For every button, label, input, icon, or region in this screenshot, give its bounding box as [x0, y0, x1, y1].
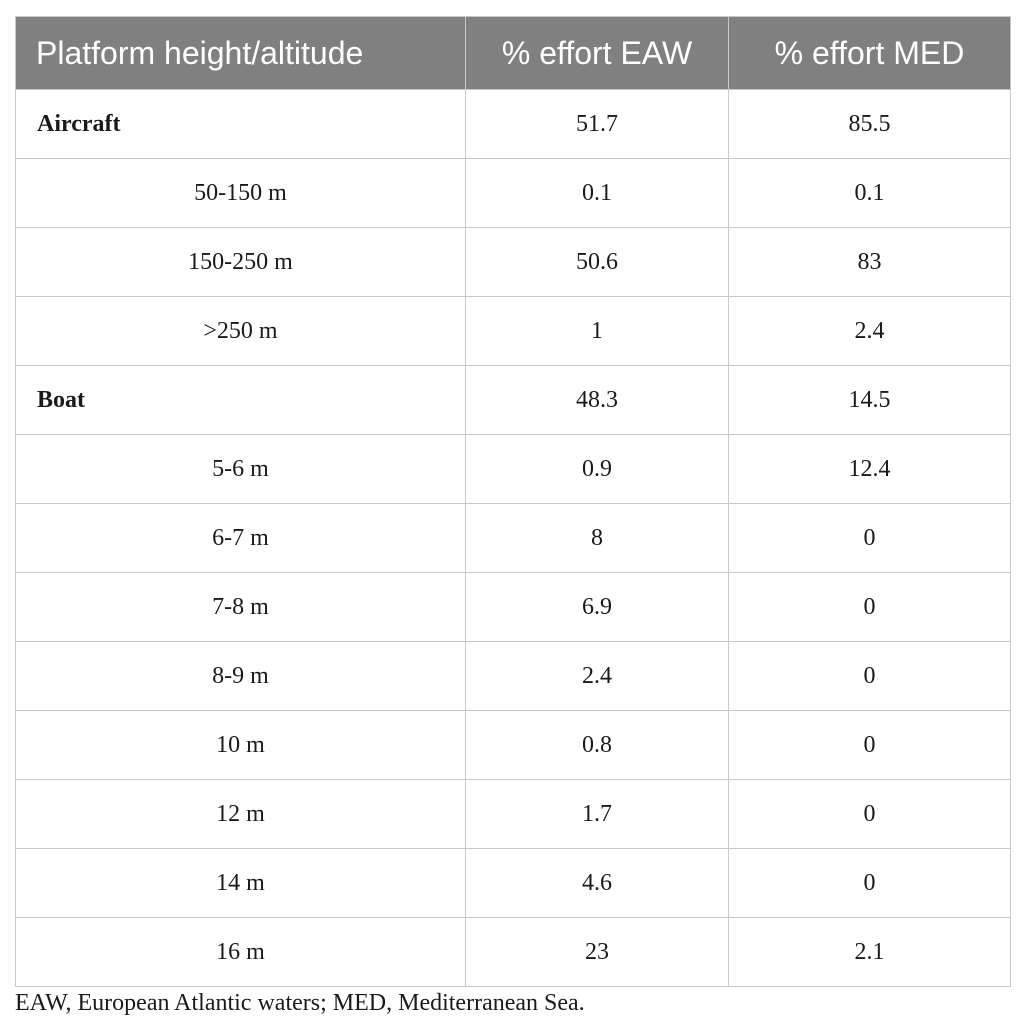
header-effort-med: % effort MED	[728, 16, 1011, 90]
header-row: Platform height/altitude % effort EAW % …	[15, 16, 1011, 90]
height-label: 7-8 m	[15, 572, 466, 642]
effort-eaw-value: 23	[465, 917, 729, 987]
effort-eaw-value: 51.7	[465, 89, 729, 159]
table-row: 7-8 m 6.9 0	[15, 572, 1011, 642]
height-label: 6-7 m	[15, 503, 466, 573]
table-row: 12 m 1.7 0	[15, 779, 1011, 849]
effort-eaw-value: 1.7	[465, 779, 729, 849]
header-platform-height: Platform height/altitude	[15, 16, 466, 90]
table-row: Aircraft 51.7 85.5	[15, 89, 1011, 159]
effort-med-value: 85.5	[728, 89, 1011, 159]
table-row: 50-150 m 0.1 0.1	[15, 158, 1011, 228]
height-label: 12 m	[15, 779, 466, 849]
height-label: 5-6 m	[15, 434, 466, 504]
effort-med-value: 0	[728, 572, 1011, 642]
effort-eaw-value: 8	[465, 503, 729, 573]
height-label: 10 m	[15, 710, 466, 780]
effort-eaw-value: 1	[465, 296, 729, 366]
effort-med-value: 83	[728, 227, 1011, 297]
table-footnote: EAW, European Atlantic waters; MED, Medi…	[15, 990, 585, 1016]
effort-eaw-value: 4.6	[465, 848, 729, 918]
effort-eaw-value: 0.8	[465, 710, 729, 780]
effort-med-value: 0	[728, 848, 1011, 918]
effort-table: Platform height/altitude % effort EAW % …	[15, 16, 1011, 987]
table-row: 14 m 4.6 0	[15, 848, 1011, 918]
header-effort-eaw: % effort EAW	[465, 16, 729, 90]
table-row: Boat 48.3 14.5	[15, 365, 1011, 435]
height-label: 16 m	[15, 917, 466, 987]
effort-eaw-value: 6.9	[465, 572, 729, 642]
effort-eaw-value: 2.4	[465, 641, 729, 711]
effort-eaw-value: 48.3	[465, 365, 729, 435]
table-header: Platform height/altitude % effort EAW % …	[15, 16, 1011, 90]
effort-eaw-value: 0.1	[465, 158, 729, 228]
effort-med-value: 0	[728, 503, 1011, 573]
height-label: 8-9 m	[15, 641, 466, 711]
table-row: >250 m 1 2.4	[15, 296, 1011, 366]
height-label: 150-250 m	[15, 227, 466, 297]
table-row: 16 m 23 2.1	[15, 917, 1011, 987]
effort-table-container: Platform height/altitude % effort EAW % …	[15, 16, 1011, 987]
height-label: 50-150 m	[15, 158, 466, 228]
height-label: 14 m	[15, 848, 466, 918]
effort-med-value: 14.5	[728, 365, 1011, 435]
effort-med-value: 0	[728, 779, 1011, 849]
table-row: 10 m 0.8 0	[15, 710, 1011, 780]
height-label: >250 m	[15, 296, 466, 366]
effort-med-value: 0	[728, 641, 1011, 711]
effort-med-value: 0.1	[728, 158, 1011, 228]
effort-med-value: 12.4	[728, 434, 1011, 504]
table-row: 8-9 m 2.4 0	[15, 641, 1011, 711]
table-row: 5-6 m 0.9 12.4	[15, 434, 1011, 504]
effort-eaw-value: 0.9	[465, 434, 729, 504]
effort-med-value: 2.4	[728, 296, 1011, 366]
effort-eaw-value: 50.6	[465, 227, 729, 297]
platform-group-label: Aircraft	[15, 89, 466, 159]
platform-group-label: Boat	[15, 365, 466, 435]
table-row: 150-250 m 50.6 83	[15, 227, 1011, 297]
effort-med-value: 2.1	[728, 917, 1011, 987]
effort-med-value: 0	[728, 710, 1011, 780]
